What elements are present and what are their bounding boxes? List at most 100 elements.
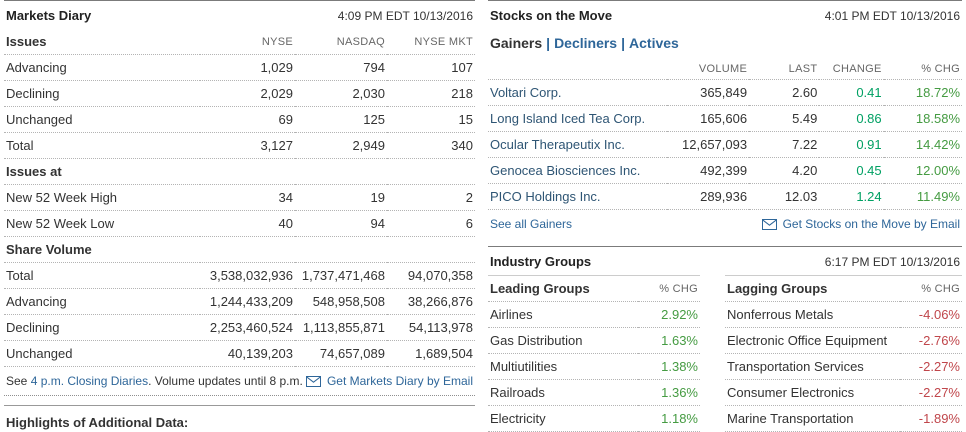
industry-name: Airlines [488, 301, 638, 328]
lagging-groups-table: Lagging Groups % CHG Nonferrous Metals -… [725, 275, 962, 432]
column-header-change: CHANGE [819, 59, 884, 80]
nasdaq-value: 94 [295, 210, 387, 237]
leading-groups-heading: Leading Groups [488, 275, 638, 302]
nyse-mkt-value: 218 [387, 80, 475, 107]
email-icon [761, 218, 777, 230]
tab-decliners[interactable]: Decliners [554, 35, 618, 51]
industry-groups-title: Industry Groups [490, 254, 592, 269]
nyse-mkt-value: 94,070,358 [387, 262, 475, 289]
table-row: Advancing 1,244,433,209 548,958,508 38,2… [4, 288, 475, 315]
markets-diary-header: Markets Diary 4:09 PM EDT 10/13/2016 [4, 1, 475, 29]
tab-gainers[interactable]: Gainers [490, 35, 543, 51]
industry-name: Gas Distribution [488, 327, 638, 354]
industry-row: Electronic Office Equipment -2.76% [725, 327, 962, 354]
industry-row: Marine Transportation -1.89% [725, 405, 962, 432]
nyse-value: 34 [200, 184, 295, 211]
closing-diaries-link[interactable]: 4 p.m. Closing Diaries [30, 374, 149, 388]
volume-value: 289,936 [666, 183, 750, 210]
tab-actives[interactable]: Actives [629, 35, 679, 51]
stock-link[interactable]: Genocea Biosciences Inc. [490, 163, 641, 178]
nasdaq-value: 2,030 [295, 80, 387, 107]
markets-diary-email-link[interactable]: Get Markets Diary by Email [326, 374, 473, 388]
markets-diary-footer: See 4 p.m. Closing Diaries. Volume updat… [4, 367, 475, 396]
nyse-mkt-value: 340 [387, 132, 475, 159]
industry-groups-timestamp: 6:17 PM EDT 10/13/2016 [824, 255, 960, 269]
pct-chg-value: 1.63% [638, 327, 700, 354]
industry-name: Nonferrous Metals [725, 301, 900, 328]
stock-link[interactable]: Long Island Iced Tea Corp. [490, 111, 646, 126]
stocks-on-move-header: Stocks on the Move 4:01 PM EDT 10/13/201… [488, 1, 962, 29]
nyse-mkt-value: 2 [387, 184, 475, 211]
industry-row: Multiutilities 1.38% [488, 353, 700, 380]
right-panel: Stocks on the Move 4:01 PM EDT 10/13/201… [488, 0, 962, 432]
stock-link[interactable]: PICO Holdings Inc. [490, 189, 601, 204]
nasdaq-value: 125 [295, 106, 387, 133]
column-header-nasdaq: NASDAQ [295, 29, 387, 55]
pct-chg-value: 1.18% [638, 405, 700, 432]
pct-chg-value: 1.36% [638, 379, 700, 406]
row-label: Unchanged [4, 106, 200, 133]
volume-value: 492,399 [666, 157, 750, 184]
stocks-on-move-timestamp: 4:01 PM EDT 10/13/2016 [824, 9, 960, 23]
nasdaq-value: 74,657,089 [295, 340, 387, 367]
pct-chg-value: 1.38% [638, 353, 700, 380]
column-header-nyse-mkt: NYSE MKT [387, 29, 475, 55]
industry-groups-tables: Leading Groups % CHG Airlines 2.92% Gas … [488, 275, 962, 432]
gainers-column-header-row: VOLUME LAST CHANGE % CHG [488, 59, 962, 80]
column-header-last: LAST [749, 59, 820, 80]
column-header-pct-chg: % CHG [900, 275, 962, 302]
nyse-mkt-value: 54,113,978 [387, 314, 475, 341]
issues-at-heading: Issues at [4, 158, 200, 185]
volume-value: 165,606 [666, 105, 750, 132]
nyse-value: 1,029 [200, 54, 295, 81]
see-all-gainers-link[interactable]: See all Gainers [490, 217, 573, 231]
nasdaq-value: 2,949 [295, 132, 387, 159]
pct-chg-value: 2.92% [638, 301, 700, 328]
table-row: Unchanged 69 125 15 [4, 106, 475, 133]
stocks-on-move-footer: See all Gainers Get Stocks on the Move b… [488, 210, 962, 238]
tab-separator: | [546, 35, 551, 51]
tab-separator: | [621, 35, 626, 51]
industry-name: Railroads [488, 379, 638, 406]
nyse-value: 40 [200, 210, 295, 237]
stock-link[interactable]: Ocular Therapeutix Inc. [490, 137, 625, 152]
pct-chg-value: 12.00% [883, 157, 962, 184]
stock-row: PICO Holdings Inc. 289,936 12.03 1.24 11… [488, 183, 962, 210]
industry-name: Transportation Services [725, 353, 900, 380]
nyse-value: 2,029 [200, 80, 295, 107]
nyse-value: 1,244,433,209 [200, 288, 295, 315]
email-icon [305, 375, 321, 387]
nasdaq-value: 794 [295, 54, 387, 81]
row-label: New 52 Week Low [4, 210, 200, 237]
row-label: Advancing [4, 288, 200, 315]
column-header-volume: VOLUME [666, 59, 750, 80]
stock-link[interactable]: Voltari Corp. [490, 85, 562, 100]
table-row: Advancing 1,029 794 107 [4, 54, 475, 81]
table-row: New 52 Week Low 40 94 6 [4, 210, 475, 237]
industry-name: Multiutilities [488, 353, 638, 380]
markets-diary-table: Issues NYSE NASDAQ NYSE MKT Advancing 1,… [4, 29, 475, 367]
nyse-value: 3,127 [200, 132, 295, 159]
industry-row: Electricity 1.18% [488, 405, 700, 432]
stocks-on-move-email-link[interactable]: Get Stocks on the Move by Email [782, 217, 960, 231]
pct-chg-value: 11.49% [883, 183, 962, 210]
row-label: New 52 Week High [4, 184, 200, 211]
table-row: Declining 2,029 2,030 218 [4, 80, 475, 107]
industry-row: Consumer Electronics -2.27% [725, 379, 962, 406]
pct-chg-value: -2.76% [900, 327, 962, 354]
pct-chg-value: 18.72% [883, 79, 962, 106]
stock-row: Genocea Biosciences Inc. 492,399 4.20 0.… [488, 157, 962, 184]
row-label: Total [4, 262, 200, 289]
industry-name: Electricity [488, 405, 638, 432]
pct-chg-value: -2.27% [900, 353, 962, 380]
pct-chg-value: 18.58% [883, 105, 962, 132]
row-label: Advancing [4, 54, 200, 81]
industry-row: Gas Distribution 1.63% [488, 327, 700, 354]
last-value: 2.60 [749, 79, 820, 106]
industry-row: Railroads 1.36% [488, 379, 700, 406]
markets-diary-timestamp: 4:09 PM EDT 10/13/2016 [337, 9, 473, 23]
volume-value: 12,657,093 [666, 131, 750, 158]
row-label: Declining [4, 314, 200, 341]
industry-name: Electronic Office Equipment [725, 327, 900, 354]
stocks-on-move-title: Stocks on the Move [490, 8, 613, 23]
